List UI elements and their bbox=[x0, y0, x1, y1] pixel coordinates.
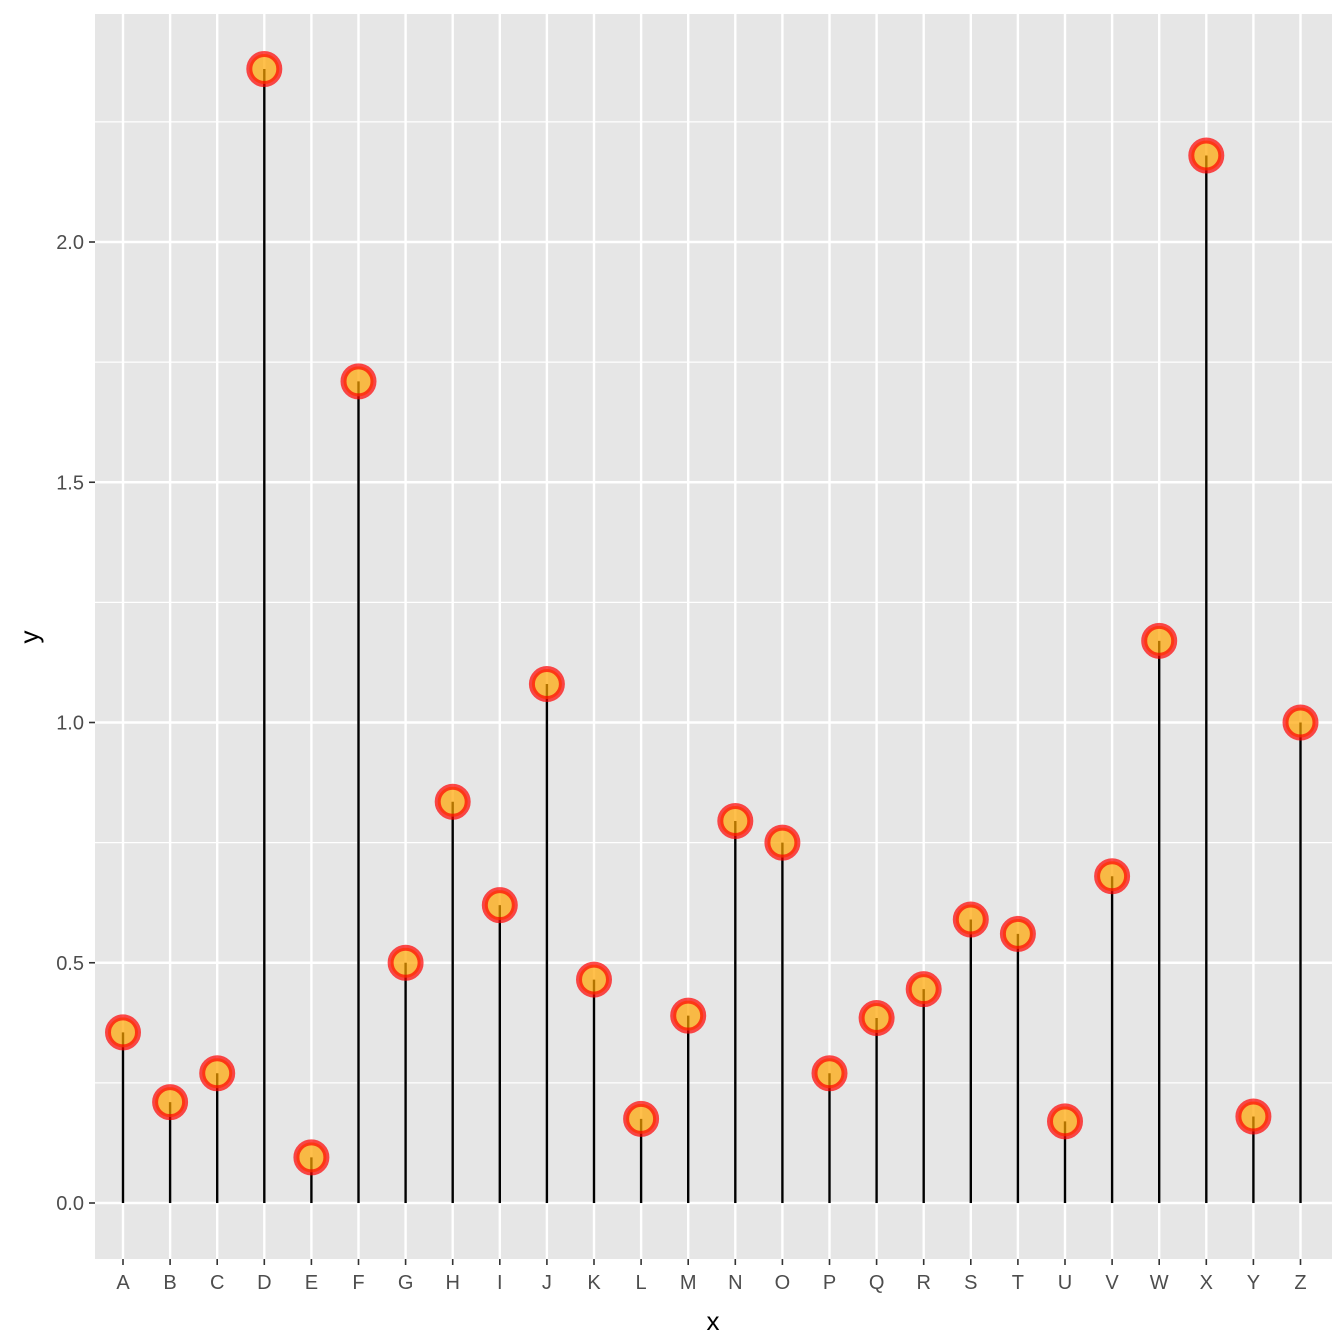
x-tick-label: L bbox=[636, 1272, 647, 1294]
x-tick-label: D bbox=[257, 1272, 271, 1294]
x-tick-label: V bbox=[1105, 1272, 1119, 1294]
x-tick-label: Y bbox=[1247, 1272, 1260, 1294]
point bbox=[340, 363, 377, 400]
point bbox=[1235, 1098, 1272, 1135]
y-tick-label: 1.5 bbox=[56, 472, 84, 494]
x-tick-label: F bbox=[352, 1272, 364, 1294]
x-tick-label: A bbox=[116, 1272, 130, 1294]
x-tick-label: C bbox=[210, 1272, 224, 1294]
x-tick-label: R bbox=[916, 1272, 930, 1294]
point bbox=[764, 824, 801, 861]
point bbox=[576, 961, 612, 998]
x-tick-label: Z bbox=[1294, 1272, 1306, 1294]
point bbox=[670, 997, 707, 1034]
point bbox=[1141, 622, 1178, 659]
stems bbox=[121, 69, 1302, 1203]
point bbox=[246, 51, 283, 88]
x-tick-label: G bbox=[398, 1272, 414, 1294]
x-tick-label: M bbox=[680, 1272, 697, 1294]
x-tick-label: E bbox=[305, 1272, 318, 1294]
x-tick-label: S bbox=[964, 1272, 977, 1294]
point bbox=[999, 915, 1036, 952]
x-tick-label: B bbox=[163, 1272, 176, 1294]
point bbox=[1282, 704, 1319, 741]
point bbox=[1047, 1103, 1083, 1140]
x-tick-label: P bbox=[823, 1272, 836, 1294]
points bbox=[105, 51, 1319, 1176]
point bbox=[858, 1000, 895, 1037]
point bbox=[952, 901, 989, 938]
x-tick-label: U bbox=[1058, 1272, 1072, 1294]
x-tick-label: O bbox=[775, 1272, 791, 1294]
point bbox=[905, 971, 942, 1008]
x-axis: A B C D E F G H I J K L M N O P Q R S T U V W X Y Z bbox=[116, 1259, 1307, 1294]
x-tick-label: Q bbox=[869, 1272, 885, 1294]
y-tick-label: 1.0 bbox=[56, 713, 84, 735]
x-tick-label: H bbox=[445, 1272, 459, 1294]
point bbox=[623, 1100, 660, 1137]
x-axis-title: x bbox=[707, 1306, 720, 1336]
x-tick-label: T bbox=[1012, 1272, 1024, 1294]
point bbox=[387, 944, 424, 981]
x-tick-label: I bbox=[497, 1272, 503, 1294]
x-tick-label: K bbox=[587, 1272, 601, 1294]
x-tick-label: N bbox=[728, 1272, 742, 1294]
point bbox=[434, 783, 471, 820]
y-tick-label: 0.5 bbox=[56, 953, 84, 975]
point bbox=[717, 803, 754, 840]
point bbox=[1094, 858, 1131, 895]
y-axis-title: y bbox=[14, 631, 44, 644]
y-tick-label: 2.0 bbox=[56, 232, 84, 254]
point bbox=[199, 1055, 236, 1092]
x-tick-label: X bbox=[1200, 1272, 1213, 1294]
plot-panel bbox=[95, 14, 1332, 1259]
point bbox=[811, 1055, 848, 1092]
point bbox=[105, 1014, 141, 1051]
point bbox=[1188, 137, 1225, 174]
y-tick-label: 0.0 bbox=[56, 1193, 84, 1215]
x-tick-label: J bbox=[542, 1272, 552, 1294]
minor-gridlines bbox=[95, 121, 1332, 1084]
y-axis: 0.0 0.5 1.0 1.5 2.0 bbox=[56, 232, 95, 1215]
point bbox=[528, 666, 565, 703]
x-tick-label: W bbox=[1150, 1272, 1169, 1294]
point bbox=[293, 1139, 330, 1176]
point bbox=[152, 1084, 189, 1121]
point bbox=[481, 887, 518, 924]
